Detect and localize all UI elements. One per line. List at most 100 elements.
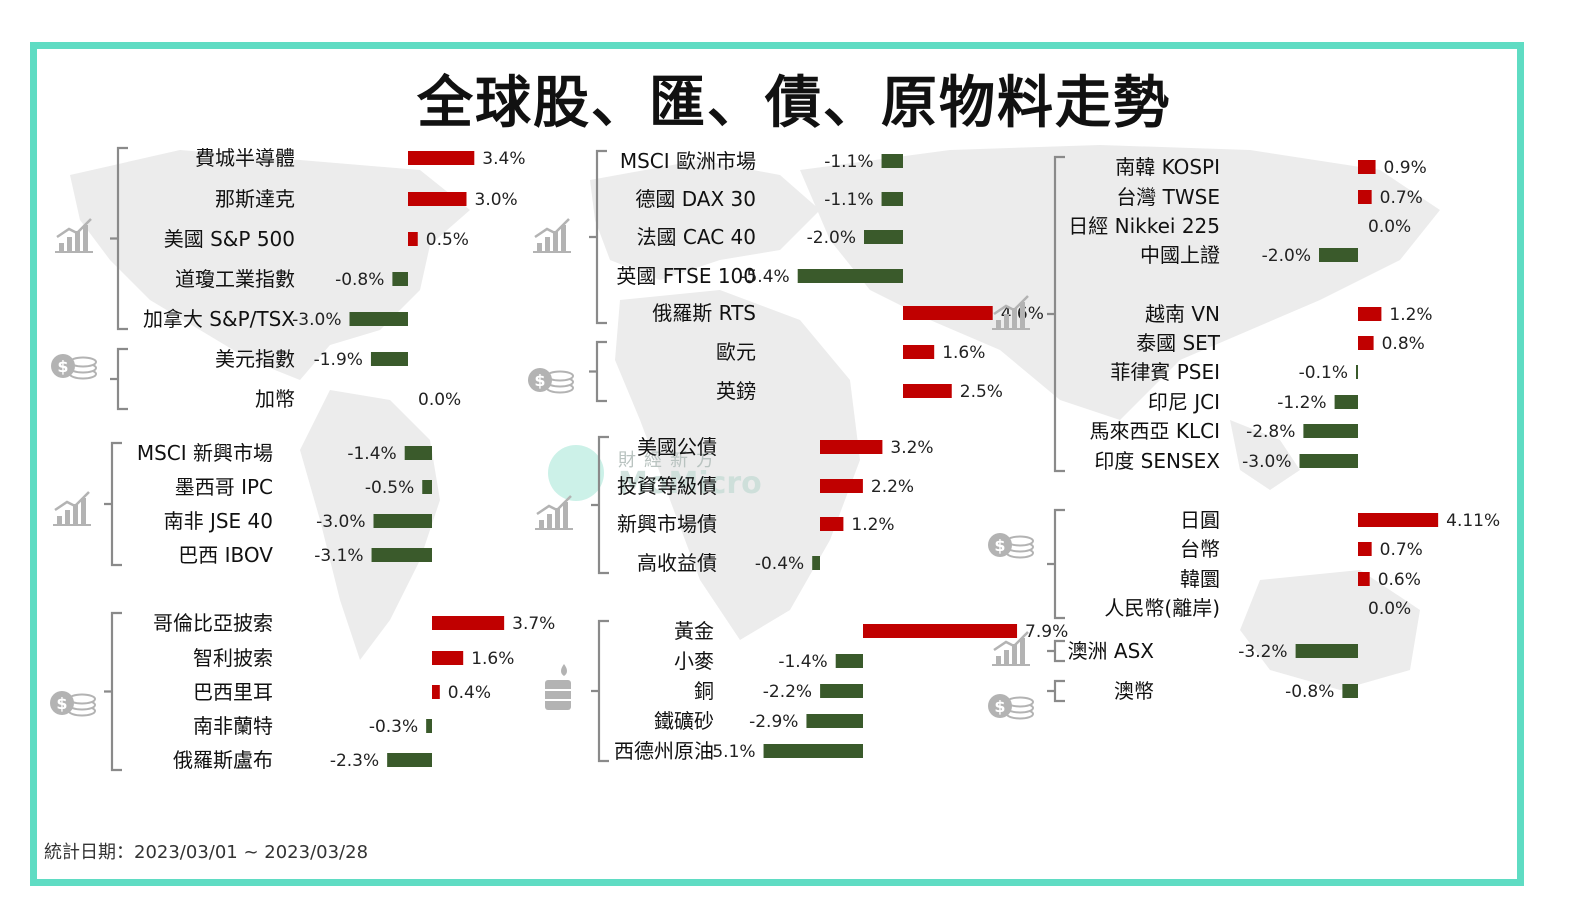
category-label: 馬來西亞 KLCI [1090, 419, 1220, 443]
stock-chart-icon [535, 495, 573, 530]
value-label: -5.1% [706, 742, 755, 762]
category-label: 南非蘭特 [193, 714, 273, 738]
group-bracket [589, 340, 607, 403]
value-label: -1.9% [314, 350, 363, 370]
watermark-logo-icon [548, 445, 604, 501]
value-label: -0.1% [1299, 363, 1348, 383]
value-label: 0.5% [426, 230, 469, 250]
category-label: 俄羅斯盧布 [173, 748, 273, 772]
bar [820, 517, 844, 531]
value-label: -1.1% [824, 190, 873, 210]
stock-chart-icon [53, 491, 91, 526]
stock-chart-icon [55, 218, 93, 253]
category-label: 法國 CAC 40 [637, 225, 756, 249]
bar [820, 684, 863, 698]
category-label: 那斯達克 [215, 187, 295, 211]
category-label: 西德州原油 [614, 739, 714, 763]
watermark: 財經新方 MoMicro [548, 440, 848, 510]
svg-text:$: $ [994, 536, 1005, 555]
category-label: 美國公債 [637, 435, 717, 459]
bar [1334, 395, 1358, 409]
bar [349, 312, 408, 326]
bar [903, 384, 952, 398]
value-label: 0.7% [1380, 540, 1423, 560]
category-label: 美元指數 [215, 347, 295, 371]
bar [422, 480, 432, 494]
value-label: -2.0% [807, 228, 856, 248]
svg-text:$: $ [57, 357, 68, 376]
category-label: 台幣 [1180, 537, 1220, 561]
group-bracket [104, 611, 122, 772]
bar [1358, 513, 1439, 527]
value-label: 0.4% [448, 683, 491, 703]
bar [1295, 644, 1358, 658]
value-label: -0.4% [755, 554, 804, 574]
chart-title: 全球股、匯、債、原物料走勢 [417, 71, 1171, 136]
category-label: 韓圜 [1180, 567, 1220, 591]
bar [408, 151, 475, 165]
coins-icon: $ [528, 368, 574, 394]
value-label: -3.0% [292, 310, 341, 330]
group-bracket [110, 347, 128, 411]
value-label: -1.1% [824, 152, 873, 172]
category-label: 高收益債 [637, 551, 717, 575]
svg-text:$: $ [56, 694, 67, 713]
value-label: 0.7% [1380, 188, 1423, 208]
category-label: 澳幣 [1114, 679, 1154, 703]
bar [392, 272, 408, 286]
value-label: -3.1% [314, 546, 363, 566]
bar [387, 753, 432, 767]
value-label: -5.4% [740, 267, 789, 287]
group-bracket [1047, 508, 1065, 620]
value-label: -2.0% [1262, 246, 1311, 266]
bar [797, 269, 903, 283]
value-label: -1.4% [778, 652, 827, 672]
value-label: 0.0% [1368, 599, 1411, 619]
coins-icon: $ [988, 533, 1034, 559]
category-label: 菲律賓 PSEI [1110, 360, 1220, 384]
group-bracket [104, 441, 122, 567]
group-bracket [1047, 679, 1065, 703]
oil-barrel-icon [545, 664, 571, 710]
category-label: 泰國 SET [1136, 331, 1221, 355]
coins-icon: $ [988, 694, 1034, 720]
category-label: 英鎊 [716, 379, 756, 403]
bar [903, 345, 935, 359]
group-bracket [591, 435, 609, 575]
category-label: 巴西 IBOV [178, 543, 273, 567]
category-label: 印度 SENSEX [1094, 449, 1220, 473]
bar [1358, 542, 1372, 556]
category-label: 新興市場債 [617, 512, 717, 536]
bar [863, 624, 1018, 638]
svg-text:$: $ [534, 371, 545, 390]
bar [1358, 190, 1372, 204]
value-label: 1.2% [851, 515, 894, 535]
bar [432, 651, 464, 665]
bar [404, 446, 432, 460]
value-label: 0.9% [1384, 158, 1427, 178]
bar [820, 479, 863, 493]
value-label: 3.0% [475, 190, 518, 210]
value-label: 1.6% [471, 649, 514, 669]
category-label: 哥倫比亞披索 [153, 611, 273, 635]
stock-chart-icon [992, 631, 1030, 666]
bar [370, 352, 408, 366]
value-label: 4.11% [1446, 511, 1500, 531]
category-label: 日經 Nikkei 225 [1068, 214, 1220, 238]
coins-icon: $ [51, 354, 97, 380]
bar [903, 306, 993, 320]
bar [426, 719, 432, 733]
category-label: 英國 FTSE 100 [616, 264, 756, 288]
value-label: 0.0% [1368, 217, 1411, 237]
value-label: 7.9% [1025, 622, 1068, 642]
category-label: 歐元 [716, 340, 756, 364]
bar [1299, 454, 1358, 468]
watermark-text-en: MoMicro [618, 466, 762, 501]
value-label: 2.5% [960, 382, 1003, 402]
value-label: -1.4% [347, 444, 396, 464]
category-label: 澳洲 ASX [1068, 639, 1155, 663]
group-bracket [591, 619, 609, 763]
value-label: -3.0% [1242, 452, 1291, 472]
value-label: -1.2% [1277, 393, 1326, 413]
